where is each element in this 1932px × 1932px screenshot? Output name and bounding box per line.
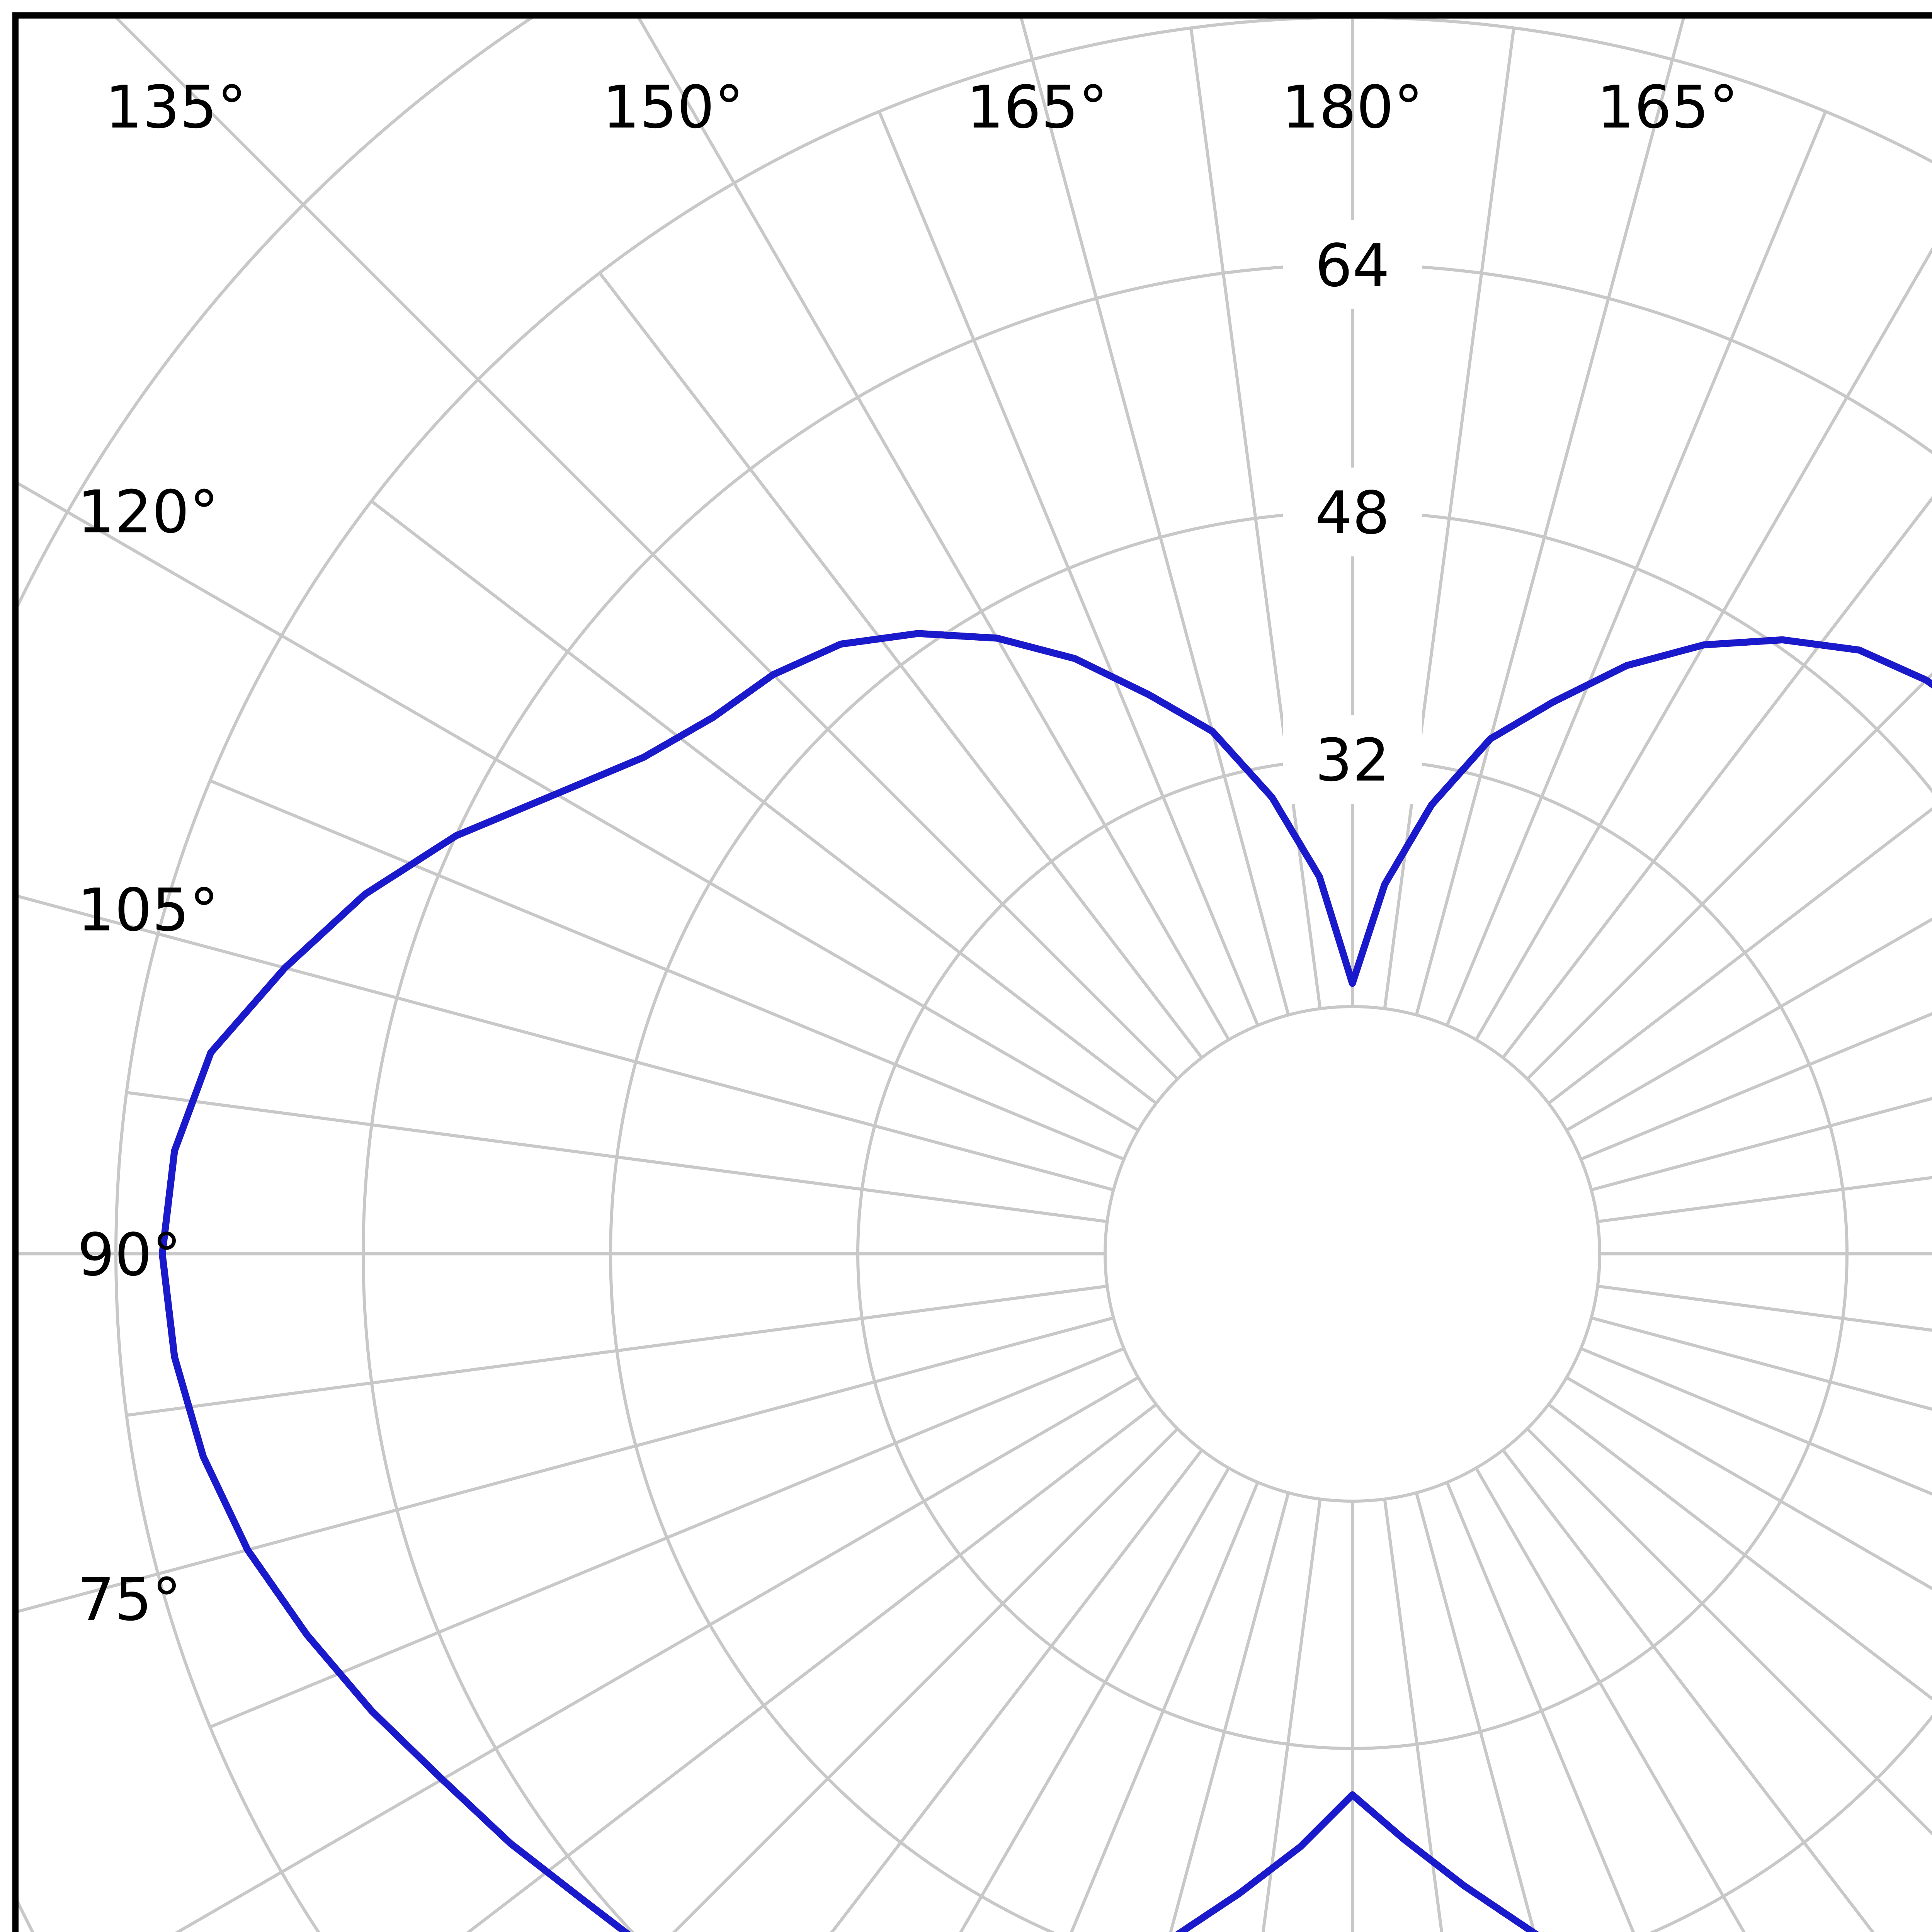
polar-ring xyxy=(1104,1005,1601,1503)
ring-label: 64 xyxy=(1315,231,1389,300)
polar-spoke-major xyxy=(1591,1097,1932,1192)
ring-label: 48 xyxy=(1315,479,1389,547)
polar-spoke-minor xyxy=(1597,1284,1932,1332)
polar-spoke-minor xyxy=(830,1449,1203,1932)
polar-spoke-major xyxy=(112,15,1179,1080)
polar-spoke-minor xyxy=(1070,1481,1259,1932)
angle-label: 180° xyxy=(1282,73,1423,141)
curve-c90-c270 xyxy=(159,630,1932,1932)
polar-spoke-minor xyxy=(1580,1012,1932,1161)
ring-label: 32 xyxy=(1315,726,1389,794)
polar-spoke-major xyxy=(175,1376,1139,1932)
angle-label: 90° xyxy=(77,1221,181,1289)
ring-label-bg xyxy=(1283,715,1422,804)
angle-label: 135° xyxy=(105,73,247,141)
polar-spoke-major xyxy=(1566,917,1932,1132)
polar-spoke-minor xyxy=(1446,1481,1635,1932)
polar-spoke-minor xyxy=(878,111,1259,1026)
curves xyxy=(159,630,1932,1932)
polar-spoke-minor xyxy=(209,779,1125,1161)
angle-label: 75° xyxy=(77,1565,181,1634)
angle-label: 165° xyxy=(966,73,1108,141)
angle-label: 150° xyxy=(602,73,744,141)
polar-spoke-major xyxy=(1526,672,1932,1080)
polar-ring xyxy=(609,510,1932,1932)
polar-spoke-major xyxy=(1019,15,1290,1015)
polar-spoke-minor xyxy=(1597,1176,1932,1223)
polar-spoke-minor xyxy=(370,500,1157,1105)
polar-spoke-minor xyxy=(1548,1403,1932,1701)
polar-spoke-minor xyxy=(126,1091,1107,1223)
polar-spoke-minor xyxy=(1502,496,1932,1059)
polar-spoke-major xyxy=(672,1427,1179,1932)
polar-spoke-major xyxy=(15,480,1139,1132)
polar-ring xyxy=(114,16,1932,1932)
angle-label: 120° xyxy=(77,478,219,546)
polar-spoke-minor xyxy=(1383,1499,1444,1932)
angle-label: 165° xyxy=(1597,73,1738,141)
angle-label: 105° xyxy=(77,876,219,944)
polar-spoke-major xyxy=(15,1316,1114,1614)
polar-spoke-major xyxy=(1415,15,1686,1015)
chart-frame xyxy=(12,12,1932,1932)
polar-spoke-major xyxy=(1475,247,1932,1041)
polar-spoke-major xyxy=(959,1467,1230,1932)
polar-spoke-minor xyxy=(598,272,1203,1059)
polar-spoke-major xyxy=(635,15,1230,1041)
polar-spoke-major xyxy=(1566,1376,1932,1590)
polar-spoke-major xyxy=(1591,1316,1932,1411)
polar-spoke-major xyxy=(1415,1492,1536,1932)
polar-spoke-major xyxy=(1526,1427,1932,1836)
polar-spoke-minor xyxy=(209,1347,1125,1729)
polar-spoke-minor xyxy=(126,1284,1107,1417)
polar-spoke-major xyxy=(1475,1467,1746,1932)
curve-c0-c180 xyxy=(159,630,1932,1932)
polar-spoke-minor xyxy=(1502,1449,1875,1932)
polar-spoke-minor xyxy=(1548,807,1932,1105)
polar-spoke-major xyxy=(15,894,1114,1192)
ring-label-bg xyxy=(1283,468,1422,556)
ring-label-bg xyxy=(1283,220,1422,309)
polar-spoke-minor xyxy=(466,1403,1157,1932)
polar-spoke-major xyxy=(1169,1492,1290,1932)
polar-spoke-minor xyxy=(1580,1347,1932,1496)
polar-spoke-minor xyxy=(1446,111,1827,1026)
polar-spoke-minor xyxy=(1261,1499,1322,1932)
